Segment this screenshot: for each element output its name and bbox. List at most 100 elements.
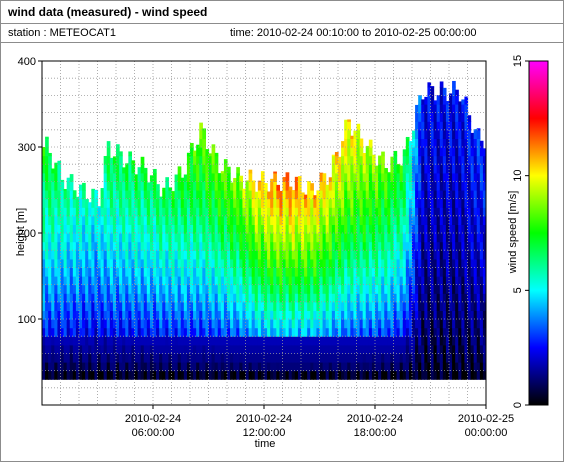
heatmap-cell bbox=[260, 370, 265, 380]
heatmap-cell bbox=[338, 327, 342, 337]
heatmap-cell bbox=[310, 353, 314, 363]
heatmap-cell bbox=[239, 198, 244, 208]
heatmap-cell bbox=[42, 241, 46, 251]
heatmap-cell bbox=[54, 162, 59, 165]
heatmap-cell bbox=[270, 207, 274, 217]
heatmap-cell bbox=[116, 190, 120, 200]
x-tick-time: 12:00:00 bbox=[243, 427, 286, 439]
heatmap-cell bbox=[356, 123, 361, 131]
heatmap-cell bbox=[223, 362, 228, 372]
heatmap-cell bbox=[458, 181, 462, 191]
heatmap-cell bbox=[449, 164, 453, 174]
heatmap-cell bbox=[146, 293, 151, 303]
heatmap-cell bbox=[196, 276, 200, 286]
heatmap-cell bbox=[208, 344, 213, 354]
heatmap-cell bbox=[347, 353, 351, 363]
heatmap-cell bbox=[196, 241, 200, 251]
heatmap-cell bbox=[143, 167, 148, 174]
heatmap-cell bbox=[418, 370, 422, 380]
heatmap-cell bbox=[193, 198, 197, 208]
heatmap-cell bbox=[288, 327, 293, 337]
heatmap-cell bbox=[375, 258, 379, 268]
heatmap-cell bbox=[270, 370, 274, 380]
heatmap-cell bbox=[344, 362, 348, 372]
heatmap-cell bbox=[442, 87, 447, 96]
heatmap-cell bbox=[344, 121, 348, 131]
heatmap-cell bbox=[116, 144, 120, 148]
heatmap-cell bbox=[325, 353, 330, 363]
heatmap-cell bbox=[285, 207, 290, 217]
heatmap-cell bbox=[149, 175, 154, 182]
heatmap-cell bbox=[334, 152, 339, 157]
heatmap-cell bbox=[227, 267, 231, 277]
heatmap-cell bbox=[214, 207, 219, 217]
heatmap-cell bbox=[82, 250, 86, 260]
heatmap-cell bbox=[381, 233, 385, 243]
heatmap-cell bbox=[45, 353, 49, 363]
heatmap-cell bbox=[291, 344, 296, 354]
heatmap-cell bbox=[412, 130, 416, 139]
heatmap-cell bbox=[109, 215, 114, 225]
heatmap-cell bbox=[119, 301, 123, 311]
heatmap-cell bbox=[452, 370, 456, 380]
heatmap-cell bbox=[479, 293, 484, 303]
heatmap-cell bbox=[149, 353, 154, 363]
heatmap-cell bbox=[350, 276, 355, 286]
heatmap-cell bbox=[45, 138, 49, 148]
heatmap-cell bbox=[479, 267, 484, 277]
heatmap-cell bbox=[140, 370, 145, 380]
heatmap-cell bbox=[119, 258, 123, 268]
heatmap-cell bbox=[60, 353, 65, 363]
heatmap-cell bbox=[270, 178, 274, 182]
heatmap-cell bbox=[304, 293, 308, 303]
heatmap-cell bbox=[338, 198, 342, 208]
heatmap-cell bbox=[273, 171, 277, 174]
heatmap-cell bbox=[149, 301, 154, 311]
heatmap-cell bbox=[66, 207, 71, 217]
heatmap-cell bbox=[248, 190, 253, 200]
heatmap-cell bbox=[405, 190, 410, 200]
heatmap-cell bbox=[131, 181, 136, 191]
heatmap-cell bbox=[239, 276, 244, 286]
heatmap-cell bbox=[180, 362, 185, 372]
heatmap-cell bbox=[338, 284, 342, 294]
heatmap-cell bbox=[408, 301, 413, 311]
heatmap-cell bbox=[365, 190, 370, 200]
heatmap-cell bbox=[482, 267, 486, 277]
heatmap-cell bbox=[143, 276, 148, 286]
heatmap-cell bbox=[131, 301, 136, 311]
heatmap-cell bbox=[297, 190, 302, 200]
heatmap-cell bbox=[177, 327, 182, 337]
heatmap-cell bbox=[467, 301, 472, 311]
heatmap-cell bbox=[424, 207, 429, 217]
heatmap-cell bbox=[412, 147, 416, 157]
heatmap-cell bbox=[365, 336, 370, 346]
heatmap-cell bbox=[72, 198, 77, 208]
heatmap-cell bbox=[473, 310, 478, 320]
heatmap-cell bbox=[264, 310, 268, 320]
heatmap-cell bbox=[260, 293, 265, 303]
heatmap-cell bbox=[153, 310, 157, 320]
heatmap-cell bbox=[353, 233, 358, 243]
heatmap-cell bbox=[359, 353, 364, 363]
heatmap-cell bbox=[106, 258, 111, 268]
heatmap-cell bbox=[128, 336, 133, 346]
heatmap-cell bbox=[42, 327, 46, 337]
heatmap-cell bbox=[106, 293, 111, 303]
heatmap-cell bbox=[427, 293, 432, 303]
heatmap-cell bbox=[264, 353, 268, 363]
heatmap-cell bbox=[85, 362, 89, 372]
heatmap-cell bbox=[149, 233, 154, 243]
heatmap-cell bbox=[359, 293, 364, 303]
heatmap-cell bbox=[239, 224, 244, 234]
heatmap-cell bbox=[248, 301, 253, 311]
heatmap-cell bbox=[476, 370, 481, 380]
heatmap-cell bbox=[202, 198, 207, 208]
heatmap-cell bbox=[180, 233, 185, 243]
heatmap-cell bbox=[359, 198, 364, 208]
heatmap-cell bbox=[186, 155, 191, 165]
heatmap-cell bbox=[297, 327, 302, 337]
heatmap-cell bbox=[470, 250, 475, 260]
heatmap-cell bbox=[85, 301, 89, 311]
heatmap-cell bbox=[42, 362, 46, 372]
